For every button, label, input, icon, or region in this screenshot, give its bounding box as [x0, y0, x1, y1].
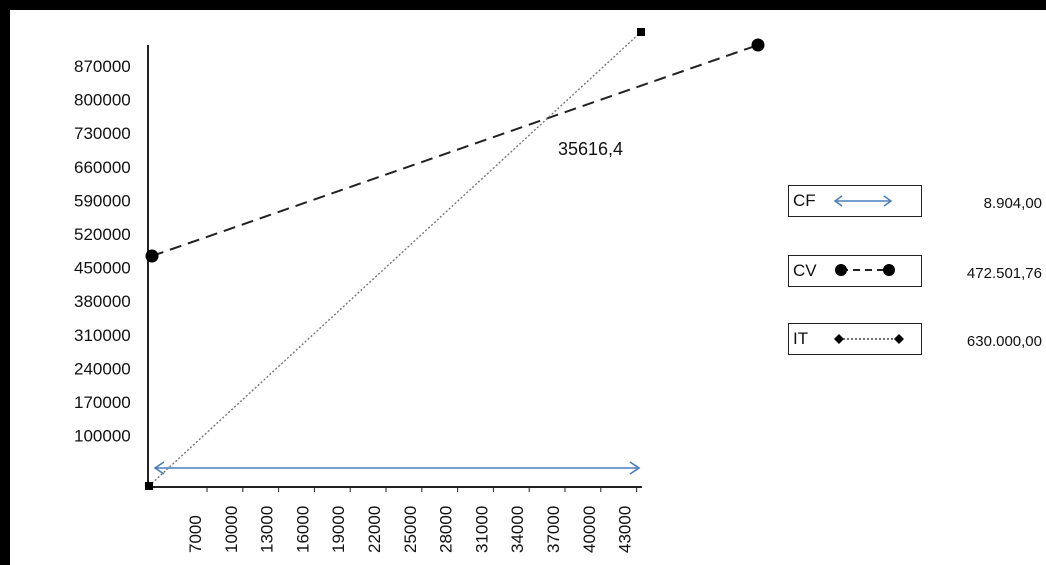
cv-point-start: [145, 249, 159, 263]
y-tick-label: 310000: [74, 326, 131, 345]
y-tick-label: 240000: [74, 359, 131, 378]
chart-canvas: 870000 800000 730000 660000 590000 520000 4500…: [74, 28, 765, 553]
y-tick-label: 100000: [74, 427, 131, 446]
y-tick-label: 730000: [74, 124, 131, 143]
x-tick-label: 10000: [222, 506, 241, 553]
x-tick-label: 43000: [616, 506, 635, 553]
x-tick-label: 22000: [365, 506, 384, 553]
x-tick-label: 25000: [401, 506, 420, 553]
x-tick-label: 19000: [329, 506, 348, 553]
x-tick-label: 37000: [544, 506, 563, 553]
y-tick-label: 800000: [74, 91, 131, 110]
legend-label-it: IT: [793, 329, 809, 348]
legend-item-cv: CV: [788, 255, 922, 287]
diamond-dot-icon: [834, 334, 904, 344]
cf-arrowhead-right: [629, 461, 641, 475]
cv-point-end: [751, 38, 765, 52]
x-tick-label: 16000: [293, 506, 312, 553]
legend-item-cf: CF: [788, 185, 922, 217]
breakeven-annotation: 35616,4: [558, 139, 623, 159]
x-tick-label: 13000: [258, 506, 277, 553]
y-tick-label: 380000: [74, 292, 131, 311]
series-layer: [145, 28, 765, 490]
legend-label-cf: CF: [793, 191, 816, 210]
cv-series-line: [151, 44, 759, 257]
legend-label-cv: CV: [793, 261, 817, 280]
it-point-start: [145, 482, 153, 490]
y-tick-label: 590000: [74, 191, 131, 210]
y-tick-label: 450000: [74, 259, 131, 278]
circle-dash-icon: [835, 264, 895, 276]
legend-value-cf: 8.904,00: [983, 195, 1042, 212]
legend-value-cv: 472.501,76: [966, 265, 1042, 282]
x-tick-label: 28000: [437, 506, 456, 553]
legend-value-it: 630.000,00: [966, 333, 1042, 350]
chart-frame: 870000 800000 730000 660000 590000 520000 4500…: [10, 10, 1046, 565]
y-tick-label: 170000: [74, 393, 131, 412]
cf-arrowhead-left: [153, 461, 165, 475]
it-series-line: [148, 31, 642, 487]
legend-item-it: IT: [788, 323, 922, 355]
axes-layer: [147, 45, 642, 492]
x-tick-label: 34000: [508, 506, 527, 553]
labels-layer: 870000 800000 730000 660000 590000 520000 4500…: [74, 57, 635, 553]
y-tick-label: 660000: [74, 158, 131, 177]
x-tick-label: 7000: [186, 515, 205, 553]
x-tick-label: 31000: [472, 506, 491, 553]
y-tick-label: 520000: [74, 225, 131, 244]
x-tick-label: 40000: [580, 506, 599, 553]
double-arrow-icon: [833, 195, 893, 207]
y-tick-label: 870000: [74, 57, 131, 76]
it-point-end: [637, 28, 645, 36]
